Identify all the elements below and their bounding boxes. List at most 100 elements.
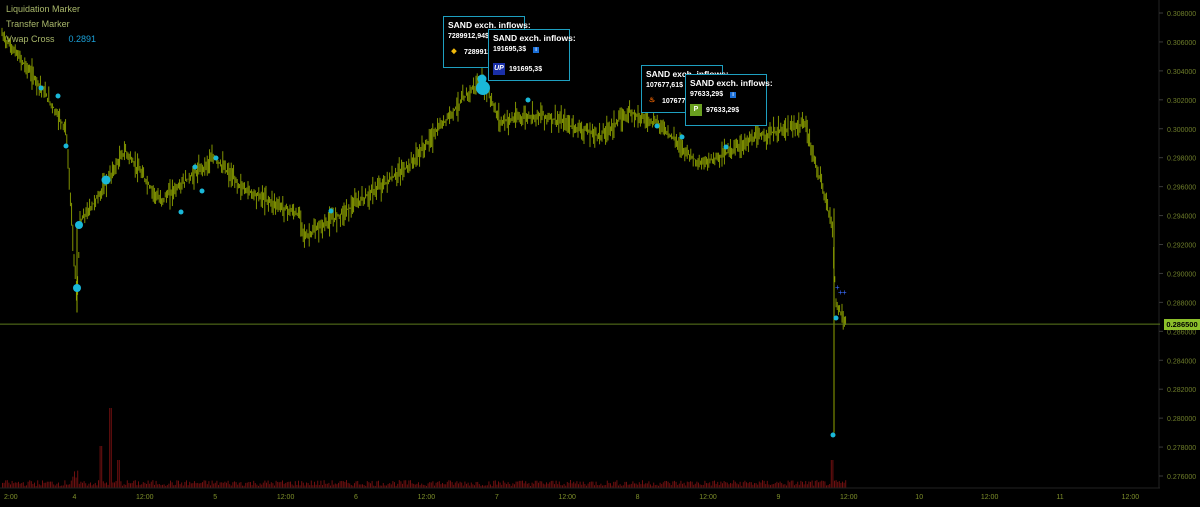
volume-bar — [464, 481, 466, 488]
volume-bar — [435, 482, 437, 488]
volume-bar — [302, 482, 304, 488]
volume-bar — [237, 484, 239, 488]
inflow-marker[interactable] — [55, 93, 61, 99]
volume-bar — [203, 480, 205, 488]
volume-bar — [414, 484, 416, 488]
volume-bar — [166, 484, 168, 488]
legend-liquidation-marker[interactable]: Liquidation Marker — [6, 4, 81, 14]
inflow-marker[interactable] — [213, 155, 219, 161]
volume-bar — [106, 482, 107, 488]
inflow-marker[interactable] — [328, 208, 334, 214]
time-tick-label: 12:00 — [840, 494, 858, 501]
volume-bar — [189, 481, 191, 488]
volume-bar — [422, 484, 424, 488]
volume-bar — [374, 485, 376, 488]
volume-bar — [832, 460, 834, 488]
inflow-marker[interactable] — [679, 134, 685, 140]
time-tick-label: 2:00 — [4, 494, 18, 501]
tooltip-top-line: 7289912,94$ — [448, 33, 489, 40]
inflow-marker[interactable] — [723, 144, 729, 150]
volume-bar — [491, 485, 493, 488]
volume-bar — [288, 481, 290, 488]
volume-bar — [578, 484, 579, 488]
volume-bar — [264, 480, 266, 488]
liquidation-marker[interactable]: + — [842, 288, 847, 297]
volume-bar — [542, 483, 544, 488]
volume-bar — [198, 483, 200, 488]
time-tick-label: 11 — [1056, 494, 1063, 501]
info-icon[interactable]: i — [533, 46, 540, 53]
volume-bar — [266, 482, 267, 488]
info-icon[interactable]: i — [730, 91, 737, 98]
volume-bar — [485, 485, 487, 488]
volume-bar — [643, 484, 645, 488]
volume-bar — [754, 483, 755, 488]
legend-vwap-cross[interactable]: Vwap Cross 0.2891 — [6, 32, 96, 47]
inflow-marker[interactable] — [477, 74, 487, 84]
vwap-cross-value: 0.2891 — [68, 34, 97, 44]
volume-bar — [597, 485, 599, 488]
volume-bar — [558, 481, 560, 488]
inflow-marker[interactable] — [178, 209, 184, 215]
volume-bar — [86, 485, 88, 488]
inflow-marker[interactable] — [199, 188, 205, 194]
volume-bar — [640, 484, 642, 488]
volume-bar — [747, 483, 749, 488]
volume-bar — [448, 480, 450, 488]
inflow-marker[interactable] — [654, 123, 660, 129]
volume-bar — [478, 484, 480, 488]
inflow-marker[interactable] — [38, 85, 44, 91]
volume-bar — [171, 482, 173, 488]
volume-bar — [429, 482, 431, 488]
volume-bar — [232, 482, 234, 488]
volume-bar — [170, 480, 171, 488]
volume-bar — [309, 485, 311, 488]
volume-bar — [459, 481, 461, 488]
inflow-marker[interactable] — [73, 284, 81, 292]
volume-bar — [637, 484, 639, 488]
volume-bar — [325, 483, 327, 488]
volume-bar — [805, 481, 807, 488]
volume-bar — [843, 482, 845, 488]
inflow-marker[interactable] — [63, 143, 69, 149]
inflow-marker[interactable] — [833, 315, 839, 321]
price-tick-label: 0.306000 — [1167, 40, 1196, 47]
legend-transfer-marker[interactable]: Transfer Marker — [6, 19, 70, 29]
volume-bar — [584, 483, 586, 488]
volume-bar — [22, 482, 24, 488]
liquidation-marker[interactable]: + — [835, 283, 840, 292]
price-tick-label: 0.298000 — [1167, 156, 1196, 163]
volume-bar — [480, 485, 482, 488]
inflow-marker[interactable] — [476, 81, 490, 95]
volume-bar — [819, 481, 821, 488]
volume-bar — [723, 481, 725, 488]
volume-bar — [82, 482, 83, 488]
inflow-marker[interactable] — [830, 432, 836, 438]
volume-bar — [770, 485, 771, 488]
volume-bar — [654, 485, 656, 488]
volume-bar — [670, 485, 672, 488]
volume-bar — [286, 482, 288, 488]
inflow-marker[interactable] — [525, 97, 531, 103]
inflow-marker[interactable] — [192, 164, 198, 170]
inflow-marker[interactable] — [101, 175, 111, 185]
volume-bar — [19, 483, 21, 488]
liquidation-marker[interactable]: + — [838, 288, 843, 297]
volume-bar — [26, 485, 27, 488]
volume-bar — [677, 484, 679, 488]
volume-bar — [554, 484, 555, 488]
volume-bar — [574, 483, 576, 488]
volume-bar — [80, 481, 82, 488]
volume-bar — [630, 483, 632, 488]
time-tick-label: 7 — [495, 494, 499, 501]
volume-bar — [613, 481, 615, 488]
volume-bar — [635, 483, 637, 488]
volume-bar — [360, 484, 362, 488]
inflow-marker[interactable] — [75, 221, 83, 229]
volume-bar — [37, 480, 39, 488]
volume-bar — [395, 485, 397, 488]
volume-bar — [824, 481, 826, 488]
volume-bar — [406, 484, 408, 488]
